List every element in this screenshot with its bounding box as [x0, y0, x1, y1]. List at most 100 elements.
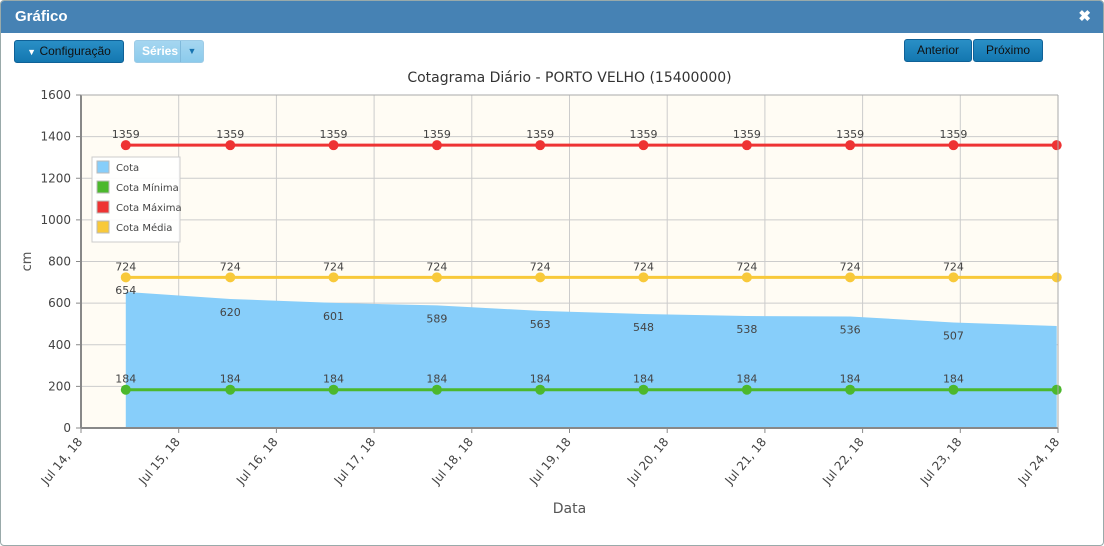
y-tick-label: 200	[48, 379, 71, 393]
legend-swatch	[96, 160, 110, 174]
legend-item: Cota Média	[116, 222, 172, 234]
data-label: 724	[426, 260, 447, 273]
data-point	[741, 384, 752, 395]
data-point	[1051, 140, 1062, 151]
data-label: 184	[840, 373, 861, 386]
chart: Cotagrama Diário - PORTO VELHO (15400000…	[20, 70, 1062, 517]
data-label: 184	[633, 373, 654, 386]
data-label: 184	[426, 373, 447, 386]
data-point	[120, 272, 131, 283]
data-label: 507	[943, 329, 964, 342]
data-label: 1359	[112, 128, 140, 141]
data-label: 536	[840, 323, 861, 336]
data-label: 184	[943, 373, 964, 386]
data-label: 1359	[836, 128, 864, 141]
data-label: 1359	[423, 128, 451, 141]
data-label: 724	[220, 260, 241, 273]
series-button[interactable]: Séries ▼	[134, 40, 204, 63]
legend-item: Cota	[116, 163, 139, 174]
data-point	[638, 140, 649, 151]
data-label: 1359	[216, 128, 244, 141]
y-tick-label: 0	[63, 421, 71, 435]
chart-title: Cotagrama Diário - PORTO VELHO (15400000…	[407, 70, 731, 86]
x-tick-label: Jul 21, 18	[722, 435, 770, 488]
data-label: 538	[736, 323, 757, 336]
data-label: 184	[323, 373, 344, 386]
data-point	[638, 272, 649, 283]
data-point	[741, 272, 752, 283]
caret-down-icon[interactable]: ▼	[180, 41, 203, 62]
y-tick-label: 1600	[40, 88, 71, 102]
y-tick-label: 1000	[40, 213, 71, 227]
data-point	[328, 272, 339, 283]
data-point	[120, 140, 131, 151]
x-tick-label: Jul 17, 18	[331, 435, 379, 488]
data-label: 563	[530, 318, 551, 331]
data-label: 724	[323, 260, 344, 273]
legend-swatch	[96, 180, 110, 194]
caret-down-icon: ▼	[27, 47, 37, 57]
y-tick-label: 400	[48, 338, 71, 352]
data-label: 724	[633, 260, 654, 273]
legend-swatch	[96, 220, 110, 234]
data-label: 184	[220, 373, 241, 386]
data-label: 1359	[526, 128, 554, 141]
data-label: 654	[115, 284, 136, 297]
data-label: 724	[530, 260, 551, 273]
data-point	[535, 384, 546, 395]
data-label: 724	[943, 260, 964, 273]
data-point	[845, 272, 856, 283]
x-tick-label: Jul 22, 18	[819, 435, 867, 488]
data-point	[225, 272, 236, 283]
data-label: 184	[115, 373, 136, 386]
y-tick-label: 1400	[40, 130, 71, 144]
data-point	[225, 140, 236, 151]
series-label: Séries	[142, 44, 179, 58]
data-label: 589	[426, 312, 447, 325]
configuration-button[interactable]: ▼ Configuração	[14, 40, 124, 63]
data-point	[948, 384, 959, 395]
data-point	[741, 140, 752, 151]
y-axis-title: cm	[20, 252, 35, 272]
x-tick-label: Jul 23, 18	[917, 435, 965, 488]
x-tick-label: Jul 19, 18	[526, 435, 574, 488]
data-label: 620	[220, 306, 241, 319]
series-area-0	[125, 291, 1057, 428]
data-point	[638, 384, 649, 395]
previous-button[interactable]: Anterior	[904, 39, 972, 62]
next-button[interactable]: Próximo	[973, 39, 1043, 62]
data-point	[845, 384, 856, 395]
x-tick-label: Jul 20, 18	[624, 435, 672, 488]
data-point	[431, 140, 442, 151]
y-tick-label: 600	[48, 296, 71, 310]
x-tick-label: Jul 14, 18	[38, 435, 86, 488]
data-point	[431, 272, 442, 283]
data-label: 548	[633, 321, 654, 334]
data-label: 1359	[939, 128, 967, 141]
y-tick-label: 800	[48, 255, 71, 269]
y-tick-label: 1200	[40, 171, 71, 185]
data-point	[328, 384, 339, 395]
data-point	[328, 140, 339, 151]
data-label: 184	[530, 373, 551, 386]
data-label: 724	[736, 260, 757, 273]
data-label: 1359	[733, 128, 761, 141]
legend-item: Cota Máxima	[116, 202, 182, 214]
data-point	[948, 140, 959, 151]
data-point	[1051, 384, 1062, 395]
data-label: 184	[736, 373, 757, 386]
dialog-title: Gráfico	[15, 8, 68, 25]
data-point	[535, 140, 546, 151]
data-label: 724	[115, 260, 136, 273]
x-tick-label: Jul 15, 18	[135, 435, 183, 488]
data-label: 724	[840, 260, 861, 273]
data-point	[1051, 272, 1062, 283]
close-icon[interactable]: ✖	[1078, 8, 1091, 25]
legend-swatch	[96, 200, 110, 214]
data-point	[225, 384, 236, 395]
data-label: 601	[323, 310, 344, 323]
title-bar: Gráfico ✖	[1, 1, 1103, 33]
data-point	[845, 140, 856, 151]
legend-item: Cota Mínima	[116, 182, 179, 194]
